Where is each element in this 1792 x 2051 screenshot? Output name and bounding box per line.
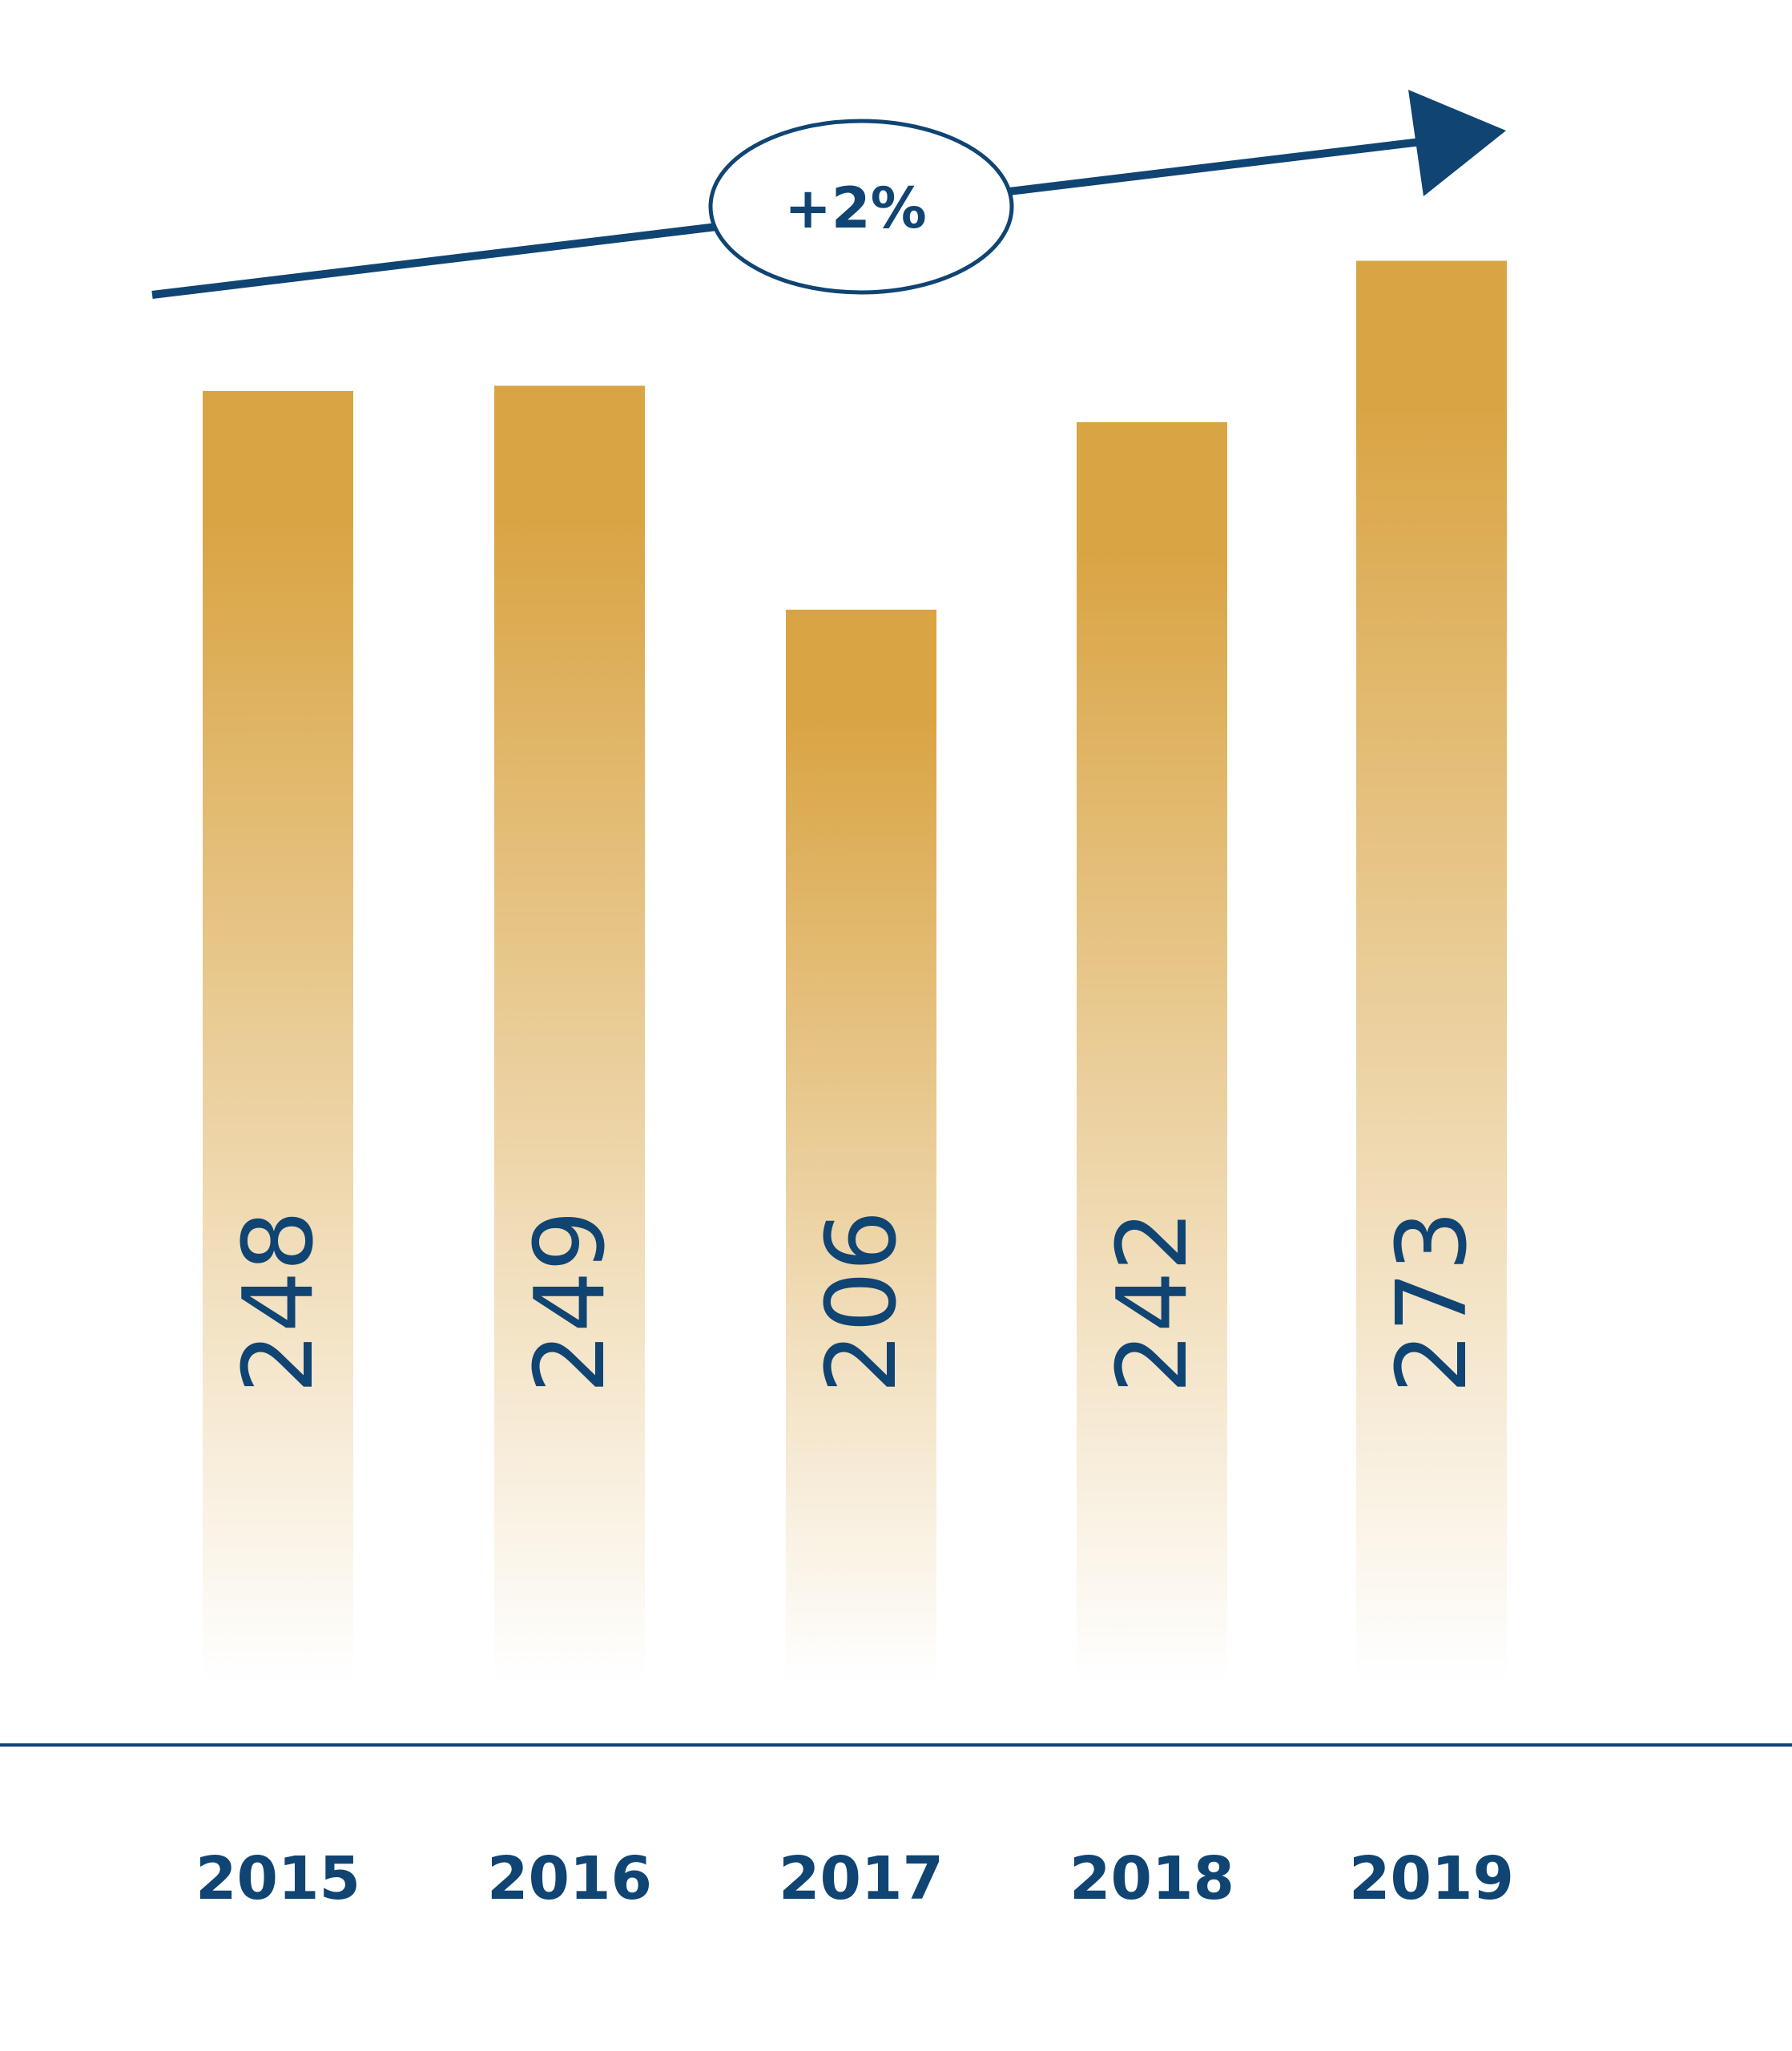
trend-badge bbox=[708, 119, 1014, 295]
value-label-2016: 249 bbox=[515, 1210, 626, 1393]
trend-label: +2% bbox=[784, 175, 927, 241]
value-label-2019: 273 bbox=[1377, 1210, 1488, 1393]
bar-2019 bbox=[1356, 260, 1507, 1682]
x-tick-label-2017: 2017 bbox=[779, 1844, 944, 1913]
trend-arrow: +2% bbox=[151, 90, 1506, 299]
value-label-2018: 242 bbox=[1097, 1210, 1209, 1393]
x-tick-label-2019: 2019 bbox=[1349, 1844, 1514, 1913]
bar-2016 bbox=[494, 385, 645, 1682]
value-label-2017: 206 bbox=[807, 1210, 918, 1393]
bars-group: 248 249 206 242 273 bbox=[203, 260, 1507, 1682]
x-tick-label-2015: 2015 bbox=[195, 1844, 360, 1913]
value-label-2015: 248 bbox=[223, 1210, 335, 1393]
bar-2018 bbox=[1077, 422, 1227, 1682]
x-tick-label-2018: 2018 bbox=[1069, 1844, 1234, 1913]
bar-2015 bbox=[203, 391, 353, 1682]
x-tick-label-2016: 2016 bbox=[487, 1844, 652, 1913]
bar-2017 bbox=[786, 610, 936, 1682]
arrowhead-icon bbox=[1408, 90, 1506, 196]
x-axis-labels: 2015 2016 2017 2018 2019 bbox=[195, 1844, 1514, 1913]
